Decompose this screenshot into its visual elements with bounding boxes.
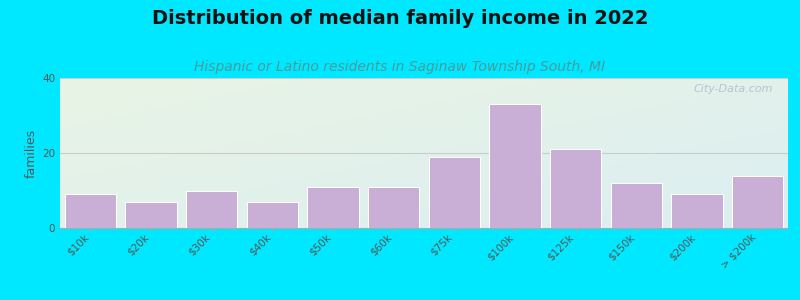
Bar [368,187,419,228]
Bar [65,194,116,228]
Bar [732,176,783,228]
Bar [429,157,480,228]
Bar [490,104,541,228]
Text: Hispanic or Latino residents in Saginaw Township South, MI: Hispanic or Latino residents in Saginaw … [194,60,606,74]
Bar [186,190,238,228]
Text: City-Data.com: City-Data.com [694,84,774,94]
Bar [550,149,602,228]
Bar [610,183,662,228]
Bar [126,202,177,228]
Text: Distribution of median family income in 2022: Distribution of median family income in … [152,9,648,28]
Bar [246,202,298,228]
Bar [671,194,722,228]
Y-axis label: families: families [25,128,38,178]
Bar [307,187,358,228]
